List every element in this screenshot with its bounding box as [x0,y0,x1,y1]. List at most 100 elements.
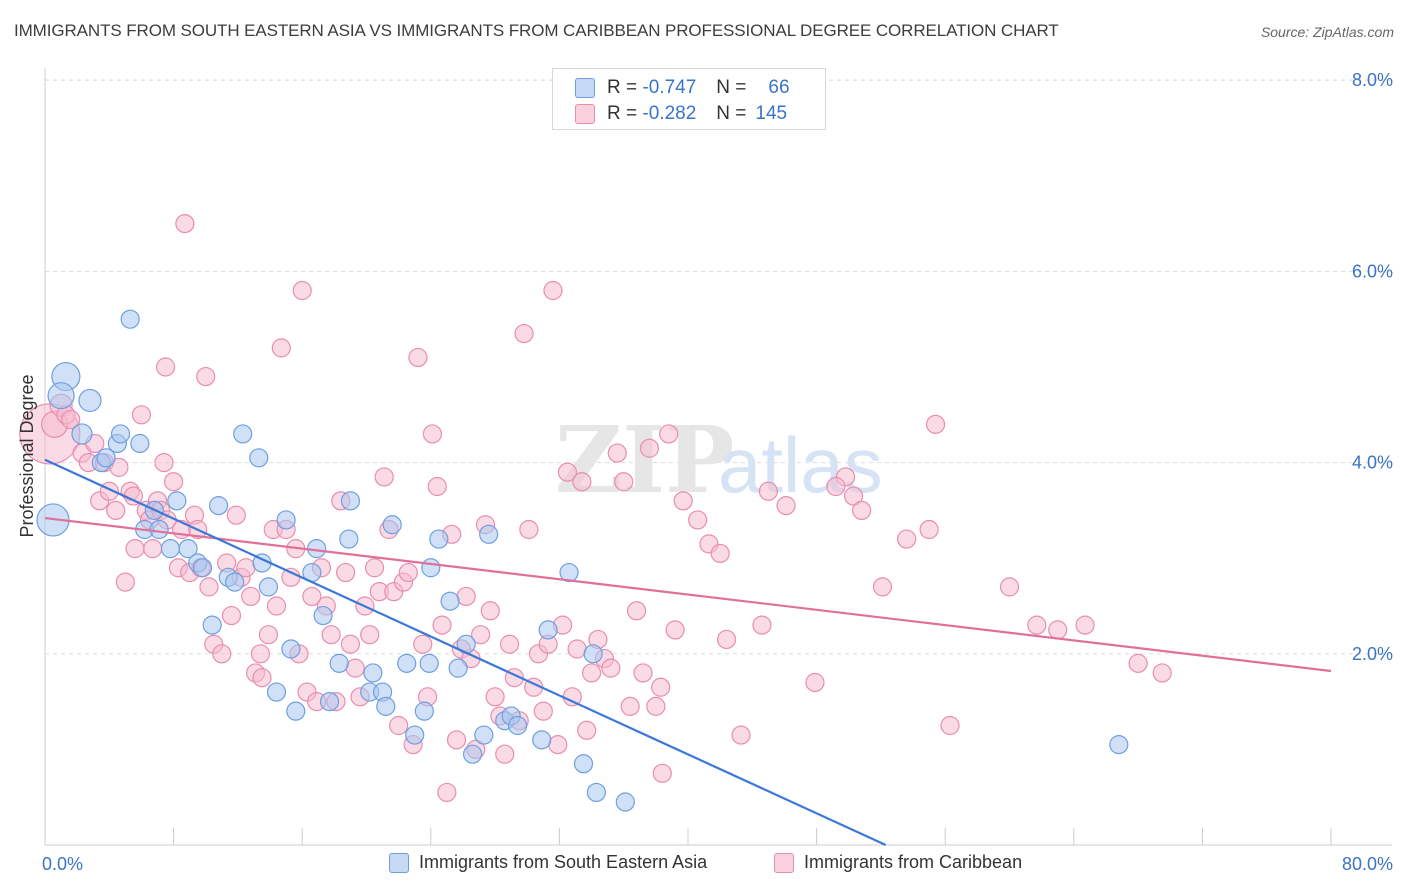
data-point-caribbean [776,496,796,516]
data-point-caribbean [175,214,195,234]
data-point-caribbean [432,615,452,635]
x-tick-label: 0.0% [42,854,83,874]
y-axis-label: Professional Degree [17,374,37,537]
data-point-caribbean [164,472,184,492]
legend-item-caribbean: Immigrants from Caribbean [774,852,1022,873]
data-point-caribbean [196,366,216,387]
data-point-caribbean [1152,663,1172,683]
data-point-south-eastern-asia [538,620,558,640]
data-point-south-eastern-asia [429,529,449,549]
watermark-zip: ZIP [555,406,734,514]
data-point-caribbean [321,625,341,645]
data-point-caribbean [199,577,219,597]
data-point-south-eastern-asia [192,558,213,578]
data-point-caribbean [533,701,553,721]
data-point-south-eastern-asia [448,658,468,678]
data-point-south-eastern-asia [508,715,528,736]
y-tick-label: 4.0% [1352,453,1393,473]
n-label: N = [716,77,747,98]
y-tick-label: 8.0% [1352,70,1393,90]
data-point-caribbean [925,414,946,434]
data-point-caribbean [389,715,409,736]
legend-swatch-blue [575,78,595,98]
data-point-caribbean [360,625,380,645]
stats-legend: R = -0.747 N = 66 R = -0.282 N = 145 [552,68,826,130]
legend-label: Immigrants from Caribbean [804,852,1023,872]
data-point-caribbean [241,586,261,607]
data-point-south-eastern-asia [462,744,483,764]
data-point-caribbean [651,677,671,697]
data-point-caribbean [639,438,660,458]
data-point-caribbean [577,720,597,740]
data-point-caribbean [106,500,126,520]
data-point-south-eastern-asia [209,496,229,516]
data-point-south-eastern-asia [340,491,361,511]
data-point-caribbean [852,500,872,520]
data-point-caribbean [446,730,467,750]
data-point-caribbean [292,280,312,301]
data-point-south-eastern-asia [586,782,606,803]
data-point-caribbean [940,715,960,736]
data-point-caribbean [61,409,81,430]
data-point-south-eastern-asia [615,792,635,812]
data-point-caribbean [471,625,491,645]
data-point-south-eastern-asia [376,696,396,716]
data-point-caribbean [480,601,500,621]
data-point-caribbean [115,572,135,592]
data-point-south-eastern-asia [276,510,296,530]
data-point-south-eastern-asia [583,644,603,664]
data-point-caribbean [626,601,647,621]
data-point-caribbean [364,558,385,578]
data-point-caribbean [258,625,279,645]
data-point-caribbean [456,586,476,607]
data-point-caribbean [872,577,893,597]
data-point-caribbean [281,567,301,587]
data-point-south-eastern-asia [573,754,594,774]
data-point-caribbean [548,735,568,755]
data-point-caribbean [155,357,176,377]
data-point-caribbean [422,424,443,444]
data-point-caribbean [154,453,174,473]
data-point-caribbean [688,510,708,530]
data-point-caribbean [226,505,246,525]
data-point-south-eastern-asia [419,653,439,673]
data-point-south-eastern-asia [313,605,333,626]
data-point-caribbean [252,668,272,688]
legend-label: Immigrants from South Eastern Asia [419,852,708,872]
data-point-south-eastern-asia [71,423,93,445]
data-point-south-eastern-asia [47,382,75,410]
data-point-south-eastern-asia [178,539,198,559]
data-point-caribbean [250,644,271,664]
data-point-caribbean [843,486,864,506]
data-point-south-eastern-asia [233,424,253,444]
data-point-south-eastern-asia [559,562,579,583]
data-point-caribbean [620,696,640,716]
data-point-caribbean [633,663,653,683]
y-tick-label: 6.0% [1352,261,1393,281]
data-point-south-eastern-asia [421,558,441,578]
data-point-caribbean [919,519,939,540]
data-point-caribbean [710,543,730,564]
data-point-caribbean [437,782,457,803]
data-point-south-eastern-asia [249,448,269,468]
data-point-caribbean [659,424,679,444]
data-point-south-eastern-asia [225,572,245,592]
n-value: 145 [755,103,788,124]
data-point-south-eastern-asia [202,615,222,635]
data-point-south-eastern-asia [160,539,180,559]
data-point-south-eastern-asia [440,591,460,611]
data-point-south-eastern-asia [479,524,499,544]
data-point-caribbean [572,472,592,492]
trend-lines [44,458,1332,846]
data-point-caribbean [131,405,152,425]
data-point-south-eastern-asia [329,653,349,673]
legend-swatch-blue [389,852,409,873]
data-point-south-eastern-asia [110,424,131,444]
data-point-south-eastern-asia [414,701,434,721]
data-point-caribbean [125,539,145,559]
data-point-caribbean [302,586,322,607]
data-point-caribbean [601,658,621,678]
data-point-caribbean [495,744,515,764]
data-point-caribbean [646,696,666,716]
